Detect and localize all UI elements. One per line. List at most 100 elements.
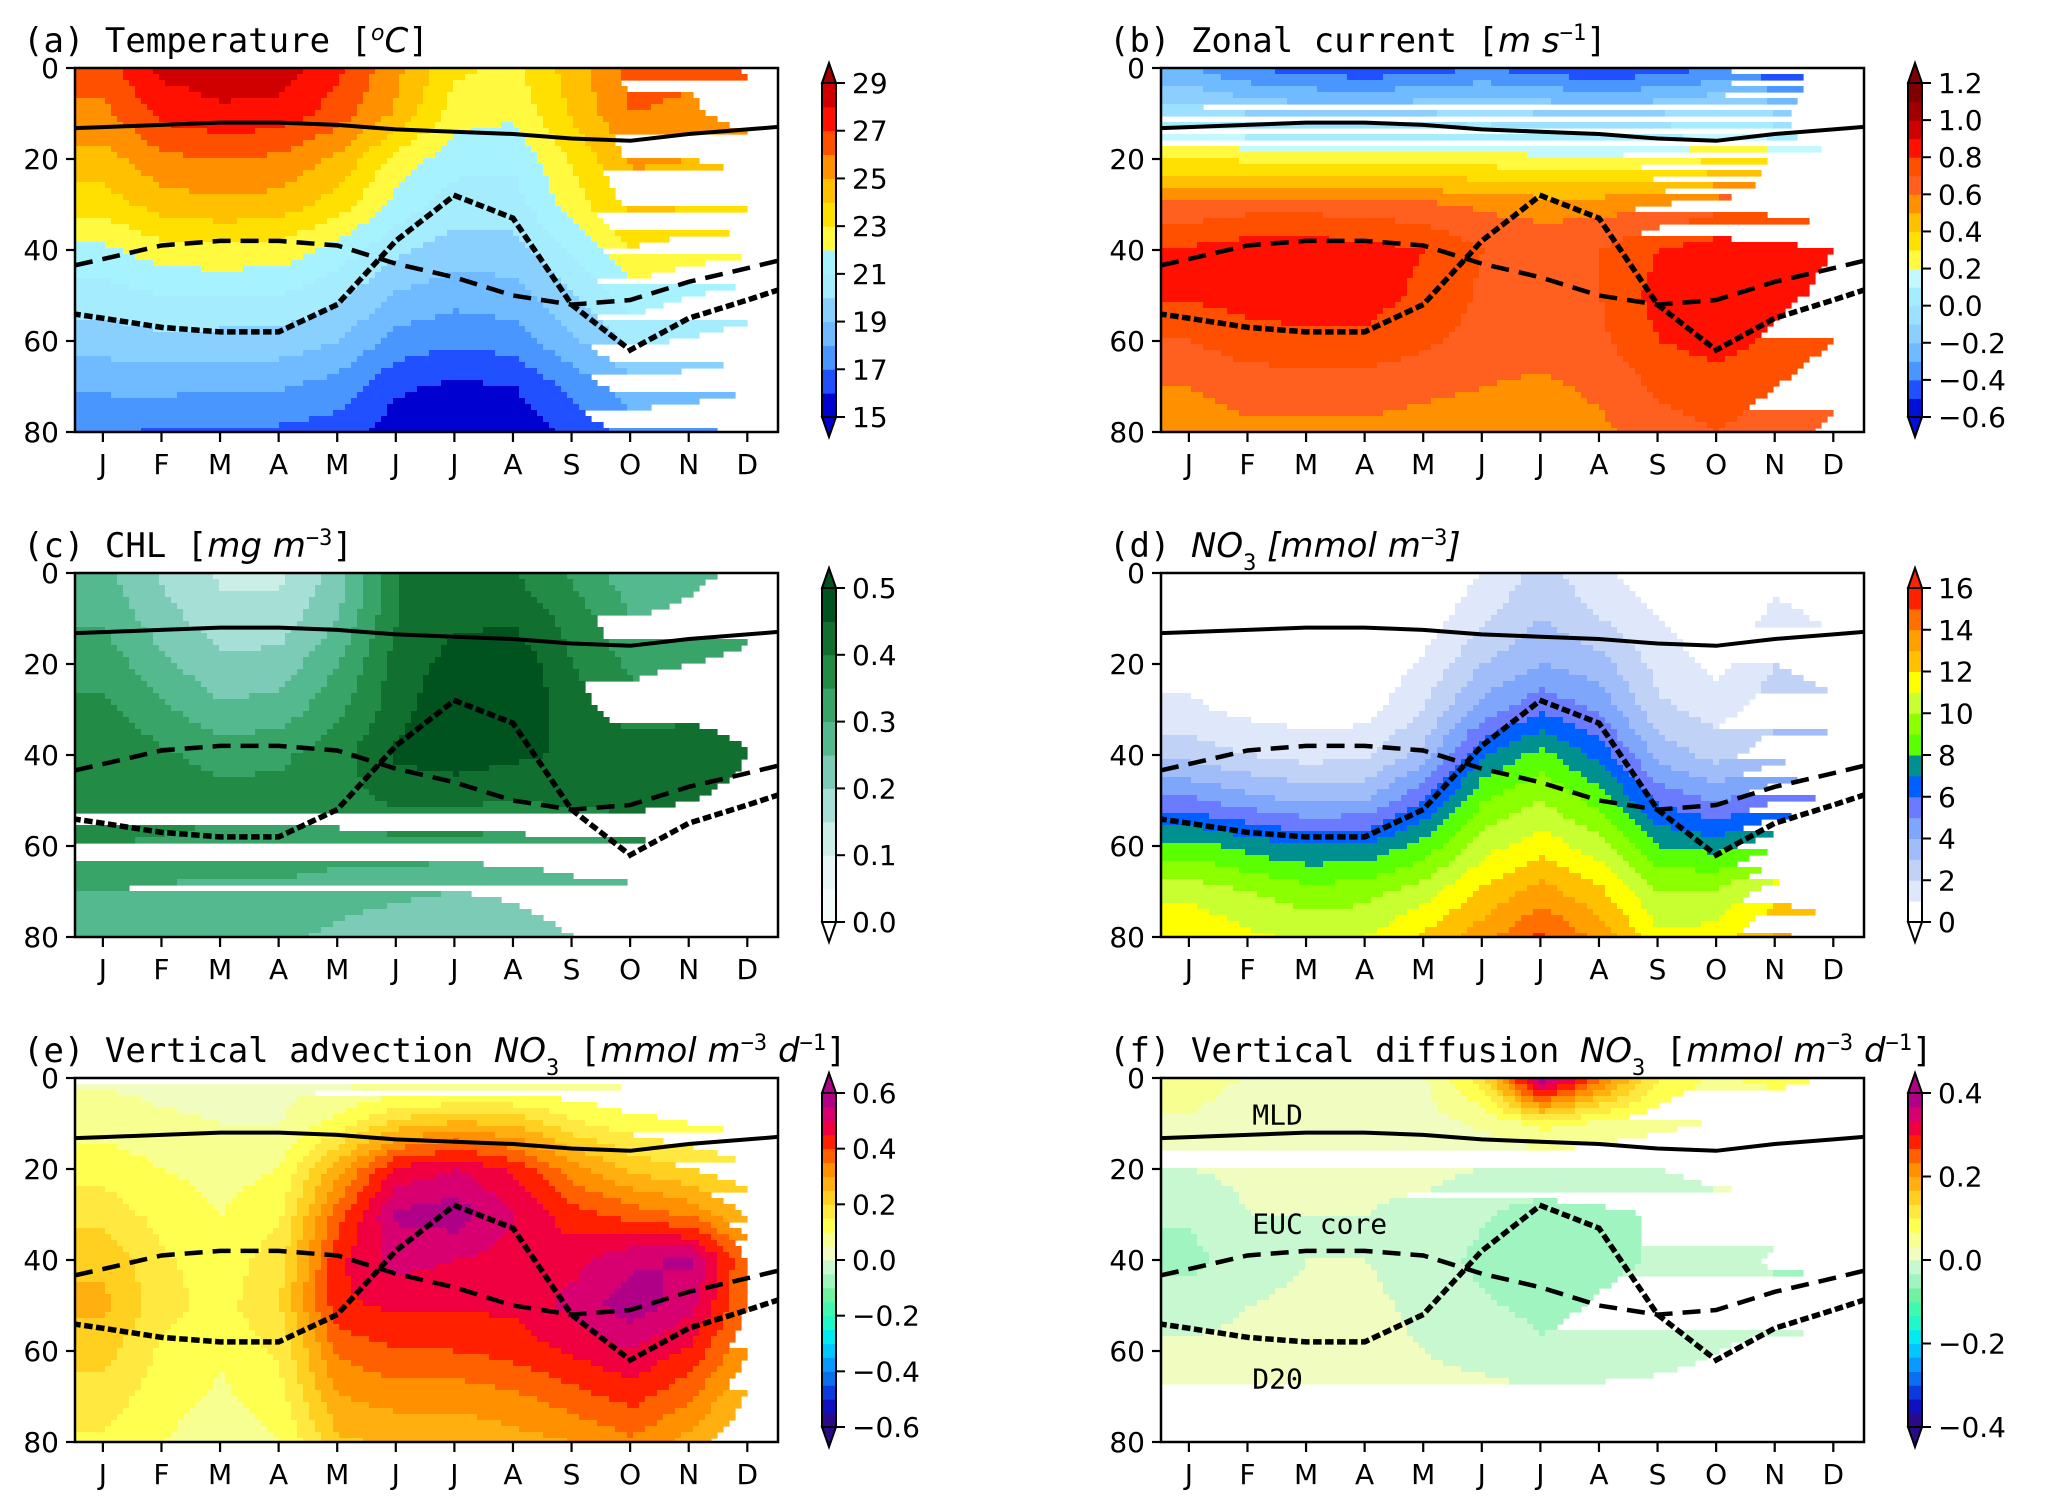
x-tick-label: F [153, 953, 169, 986]
contour-cell [567, 392, 616, 399]
contour-cell [1161, 368, 1636, 375]
contour-cell [1683, 134, 1768, 141]
contour-cell [1419, 879, 1456, 886]
contour-cell [387, 134, 418, 141]
contour-cell [1395, 867, 1438, 874]
colorbar-segment [822, 1134, 836, 1150]
contour-cell [363, 669, 388, 676]
contour-cell [567, 1198, 622, 1205]
contour-cell [453, 771, 460, 778]
contour-cell [531, 98, 568, 105]
contour-cell [327, 1288, 352, 1295]
contour-cell [159, 693, 214, 700]
contour-cell [1227, 308, 1384, 315]
contour-cell [243, 1276, 286, 1283]
contour-cell [1221, 350, 1420, 357]
contour-cell [1491, 1096, 1504, 1103]
contour-cell [399, 86, 424, 93]
contour-cell [1599, 711, 1624, 718]
contour-cell [1431, 897, 1468, 904]
contour-cell [123, 1198, 208, 1205]
contour-cell [357, 1132, 382, 1139]
contour-cell [75, 1306, 112, 1313]
contour-cell [1617, 849, 1642, 856]
contour-cell [123, 68, 154, 75]
contour-cell [243, 1282, 286, 1289]
contour-cell [1605, 813, 1630, 820]
contour-cell [1467, 122, 1492, 129]
contour-cell [1203, 825, 1282, 832]
contour-cell [519, 356, 562, 363]
contour-cell [693, 1258, 706, 1265]
contour-cell [1161, 819, 1246, 826]
contour-cell [543, 1132, 574, 1139]
contour-cell [147, 1222, 280, 1229]
x-tick-label: M [325, 953, 349, 986]
contour-cell [597, 98, 628, 105]
contour-cell [285, 1318, 298, 1325]
contour-cell [603, 284, 736, 291]
contour-cell [615, 230, 730, 237]
contour-cell [1719, 867, 1762, 874]
contour-cell [309, 1126, 346, 1133]
contour-cell [393, 110, 418, 117]
contour-cell [279, 1162, 298, 1169]
contour-cell [1647, 831, 1702, 838]
contour-cell [297, 1312, 310, 1319]
colorbar-tick-label: 15 [852, 401, 888, 434]
contour-cell [381, 368, 538, 375]
contour-cell [165, 591, 316, 598]
contour-cell [339, 338, 382, 345]
contour-cell [1299, 879, 1336, 886]
contour-cell [381, 687, 424, 694]
contour-cell [309, 651, 346, 658]
contour-cell [1659, 843, 1738, 850]
contour-cell [1641, 86, 1768, 93]
contour-cell [141, 1282, 184, 1289]
y-tick-label: 80 [23, 921, 59, 954]
contour-cell [1647, 1090, 1684, 1097]
contour-cell [291, 1402, 310, 1409]
contour-cell [543, 1120, 586, 1127]
contour-cell [663, 1414, 706, 1421]
contour-cell [621, 1372, 640, 1379]
contour-cell [1623, 741, 1648, 748]
contour-cell [75, 1378, 142, 1385]
contour-cell [435, 1174, 472, 1181]
colorbar-segment [1908, 1357, 1922, 1372]
contour-cell [1605, 308, 1648, 315]
contour-cell [279, 1306, 292, 1313]
contour-cell [381, 1228, 448, 1235]
contour-cell [153, 1360, 280, 1367]
contour-cell [1203, 1264, 1306, 1271]
contour-cell [1425, 777, 1444, 784]
contour-cell [1689, 68, 1732, 75]
x-tick-label: A [503, 1458, 522, 1491]
contour-cell [555, 194, 586, 201]
contour-cell [1161, 1372, 1486, 1379]
contour-cell [1719, 885, 1762, 892]
contour-cell [1479, 777, 1528, 784]
contour-cell [1533, 194, 1606, 201]
contour-cell [1467, 795, 1492, 802]
contour-cell [1605, 921, 1630, 928]
contour-cell [1569, 789, 1606, 796]
contour-cell [1245, 134, 1684, 141]
y-tick-label: 20 [23, 143, 59, 176]
contour-cell [573, 218, 604, 225]
contour-cell [1389, 1198, 1534, 1205]
contour-cell [1521, 374, 1552, 381]
contour-cell [537, 296, 580, 303]
contour-cell [699, 1300, 712, 1307]
contour-cell [1515, 867, 1570, 874]
contour-cell [387, 663, 430, 670]
contour-cell [1503, 765, 1570, 772]
contour-cell [1605, 1084, 1618, 1091]
contour-cell [357, 224, 394, 231]
contour-cell [381, 1180, 412, 1187]
contour-cell [1161, 1108, 1198, 1115]
contour-cell [1557, 693, 1612, 700]
contour-cell [321, 1342, 334, 1349]
contour-cell [321, 344, 376, 351]
contour-cell [1479, 807, 1522, 814]
